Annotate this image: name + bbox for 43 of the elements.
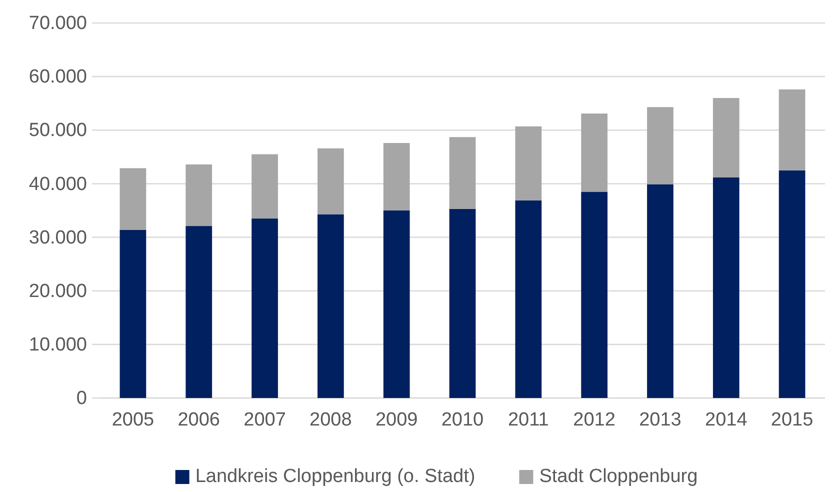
bar (252, 154, 278, 219)
bar (647, 107, 674, 184)
y-tick-label: 10.000 (28, 334, 87, 356)
bar (318, 148, 344, 214)
x-tick-label: 2009 (375, 409, 418, 430)
y-tick-label: 0 (76, 388, 87, 410)
bar (778, 89, 806, 170)
bar (778, 170, 806, 398)
bar (515, 200, 542, 398)
y-tick-label: 30.000 (28, 227, 87, 248)
x-tick-label: 2013 (639, 409, 682, 430)
y-tick-label: 50.000 (28, 120, 87, 142)
bar (318, 214, 344, 398)
x-tick-label: 2012 (573, 409, 616, 430)
y-tick-label: 70.000 (28, 13, 87, 34)
bar (647, 184, 674, 398)
y-tick-label: 60.000 (28, 66, 87, 88)
x-tick-label: 2008 (310, 409, 352, 430)
bar (581, 192, 608, 398)
legend-label: Landkreis Cloppenburg (o. Stadt) (195, 466, 476, 487)
bar (712, 177, 740, 398)
x-tick-label: 2005 (112, 409, 154, 430)
bar (449, 208, 476, 398)
y-tick-label: 20.000 (28, 280, 87, 302)
bar (120, 230, 146, 398)
bar (581, 114, 608, 192)
bar (186, 164, 212, 226)
bar (383, 210, 410, 398)
x-tick-label: 2010 (441, 409, 484, 430)
bar (383, 143, 410, 210)
x-tick-label: 2007 (244, 409, 286, 430)
bar (449, 137, 476, 209)
bar (252, 218, 278, 398)
x-tick-label: 2006 (178, 409, 220, 430)
y-tick-label: 40.000 (28, 174, 87, 195)
x-tick-label: 2011 (508, 409, 549, 430)
x-tick-label: 2015 (770, 409, 814, 430)
bar (186, 226, 212, 398)
bar (712, 98, 740, 178)
bar (515, 126, 542, 200)
legend-label: Stadt Cloppenburg (539, 466, 698, 487)
x-tick-label: 2014 (704, 409, 748, 430)
bar (120, 168, 146, 230)
